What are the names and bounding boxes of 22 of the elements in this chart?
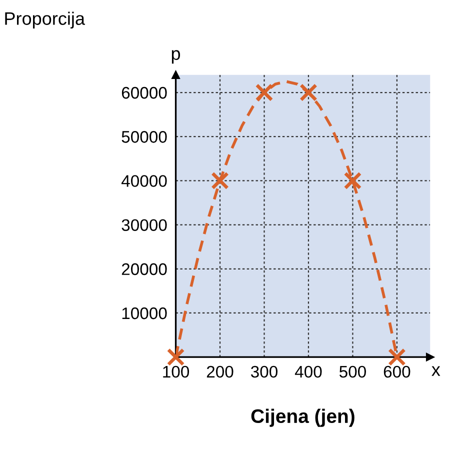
point	[388, 348, 406, 366]
y-tick-label: 40000	[121, 175, 167, 187]
x-tick-label: 200	[206, 366, 234, 378]
y-tick-label: 60000	[122, 86, 167, 99]
x-tick-label: 300	[250, 366, 278, 378]
y-axis-title: Proporcija	[5, 12, 86, 29]
x-axis-title: Cijena (jen)	[251, 408, 354, 427]
text: p	[172, 50, 180, 64]
y-tick-label: 10000	[122, 307, 167, 320]
y-tick-label: 20000	[122, 263, 167, 276]
y-tick-label: 30000	[122, 219, 167, 232]
point	[300, 84, 318, 102]
x-tick-label: 500	[339, 366, 366, 378]
x-tick-label: 100	[163, 366, 190, 378]
x-tick-label: 600	[384, 366, 410, 378]
text: x	[432, 366, 440, 376]
point	[255, 84, 274, 102]
point	[211, 172, 229, 190]
y-tick-label: 50000	[122, 131, 167, 143]
point	[166, 348, 185, 366]
x-tick-label: 400	[294, 366, 322, 378]
point	[344, 172, 362, 190]
